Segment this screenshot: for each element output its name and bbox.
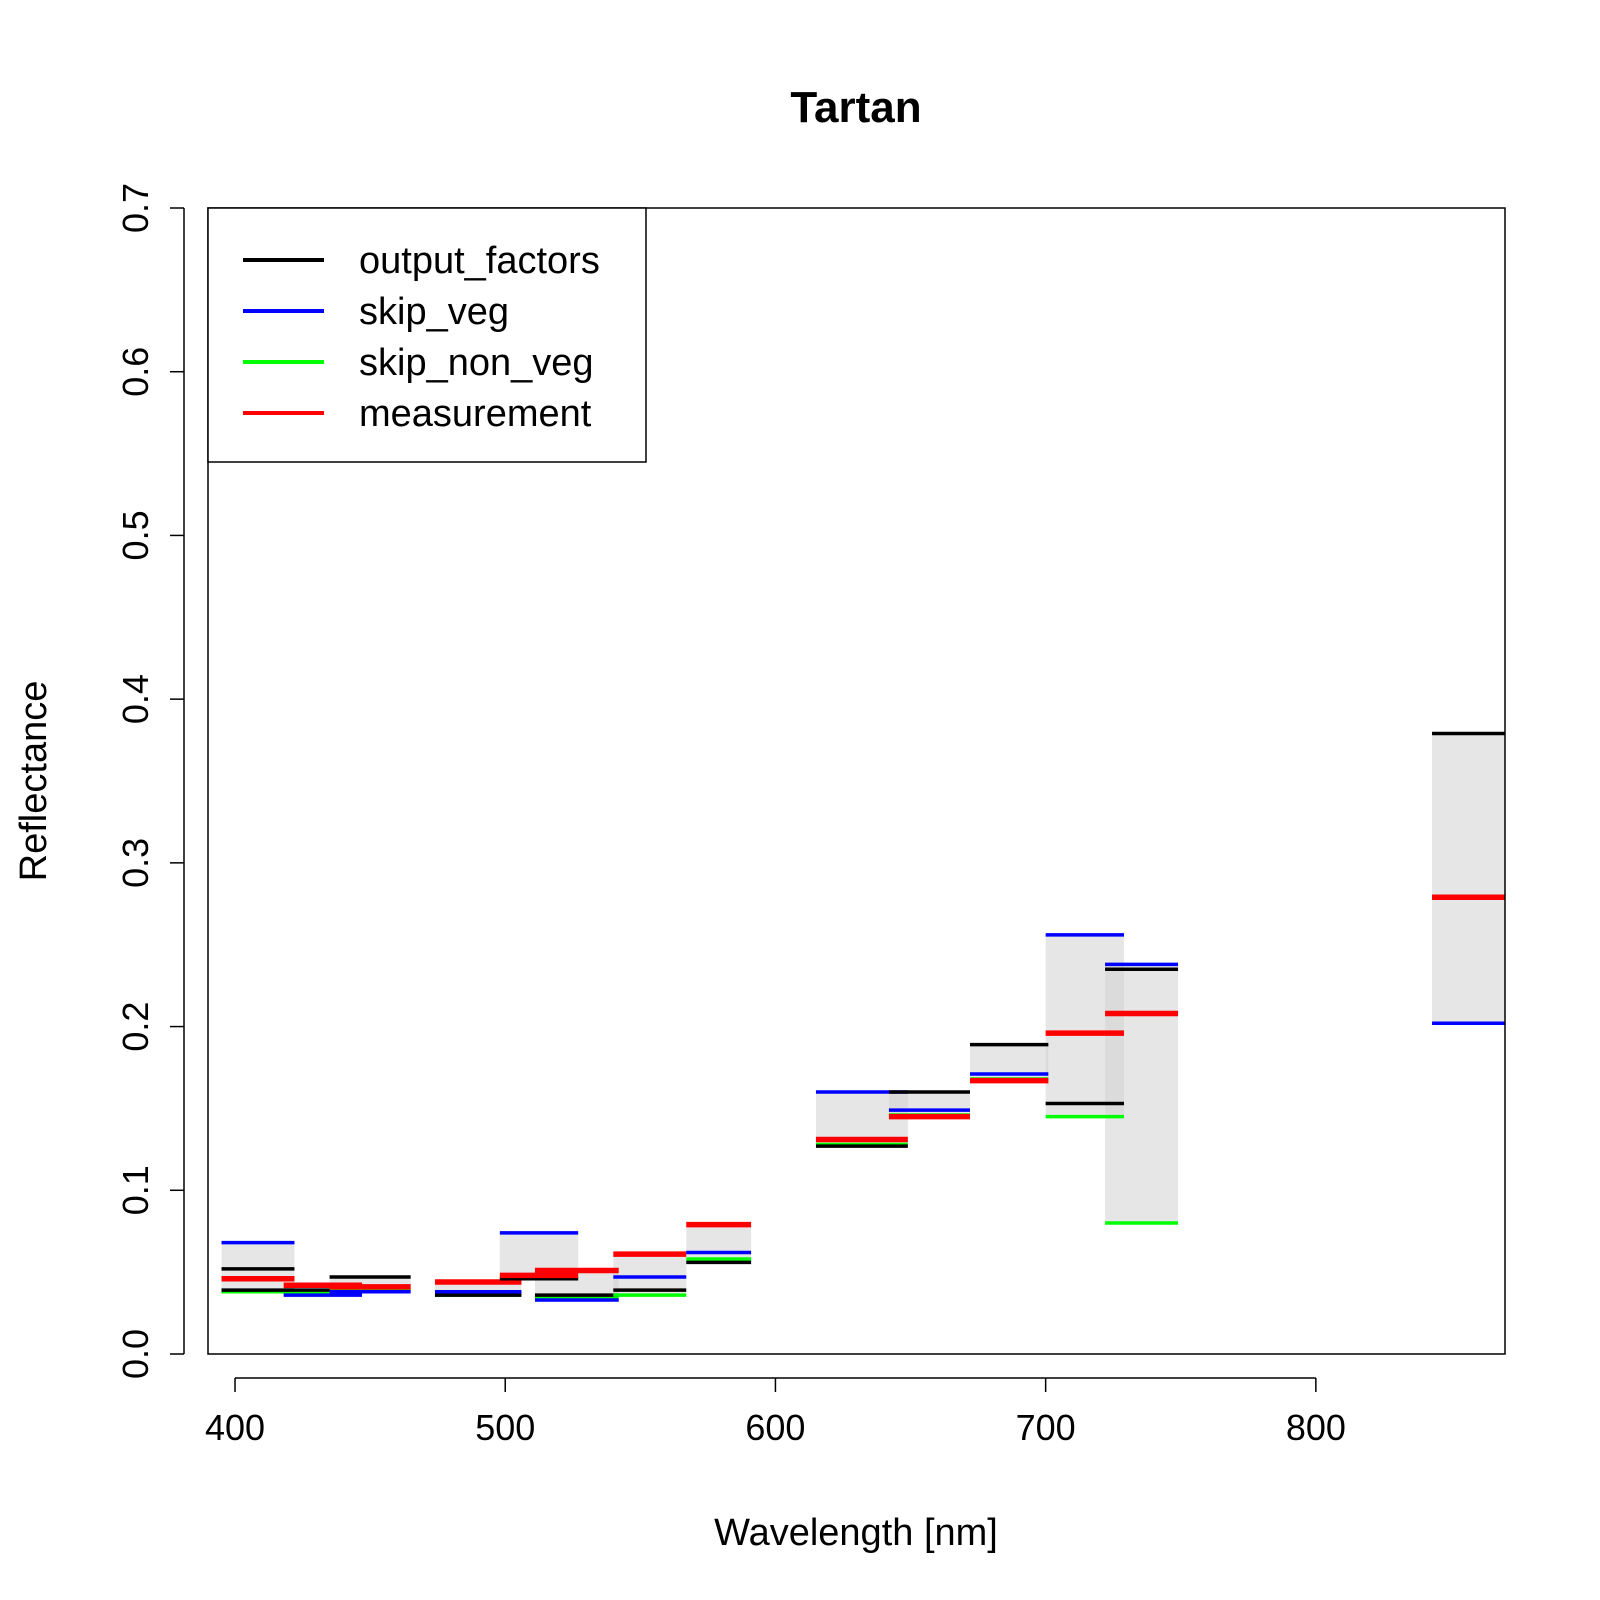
y-axis-title: Reflectance (13, 681, 55, 882)
y-tick-label-6: 0.6 (115, 347, 156, 397)
band-range-6 (613, 1254, 687, 1296)
chart-title: Tartan (790, 83, 921, 132)
x-tick-label-400: 400 (205, 1407, 265, 1448)
band-ranges (221, 733, 1505, 1300)
y-axis: 0.0 0.1 0.2 0.3 0.4 0.5 0.6 0.7 (115, 183, 185, 1379)
legend-label-output_factors: output_factors (359, 240, 600, 282)
y-tick-label-0: 0.0 (115, 1329, 156, 1379)
plot-frame (207, 207, 1506, 1355)
x-axis: 400 500 600 700 800 (205, 1377, 1346, 1448)
y-tick-label-2: 0.2 (115, 1002, 156, 1052)
y-tick-label-4: 0.4 (115, 674, 156, 724)
x-tick-label-700: 700 (1016, 1407, 1076, 1448)
y-tick-label-1: 0.1 (115, 1165, 156, 1215)
legend-label-skip_non_veg: skip_non_veg (359, 342, 594, 384)
y-tick-label-7: 0.7 (115, 183, 156, 233)
x-tick-label-800: 800 (1286, 1407, 1346, 1448)
legend-box (207, 207, 647, 463)
y-tick-label-3: 0.3 (115, 838, 156, 888)
legend: output_factors skip_veg skip_non_vegmeasur… (207, 207, 647, 463)
band-range-9 (888, 1092, 970, 1117)
legend-label-measurement: measurement (359, 393, 592, 435)
band-range-7 (686, 1224, 752, 1263)
series-lines (221, 731, 1505, 1302)
legend-label-skip_veg: skip_veg (359, 291, 509, 333)
band-range-12 (1105, 964, 1179, 1224)
x-tick-label-500: 500 (475, 1407, 535, 1448)
band-range-13 (1432, 733, 1505, 1024)
x-tick-label-600: 600 (745, 1407, 805, 1448)
y-tick-label-5: 0.5 (115, 510, 156, 560)
x-axis-title: Wavelength [nm] (714, 1512, 998, 1554)
